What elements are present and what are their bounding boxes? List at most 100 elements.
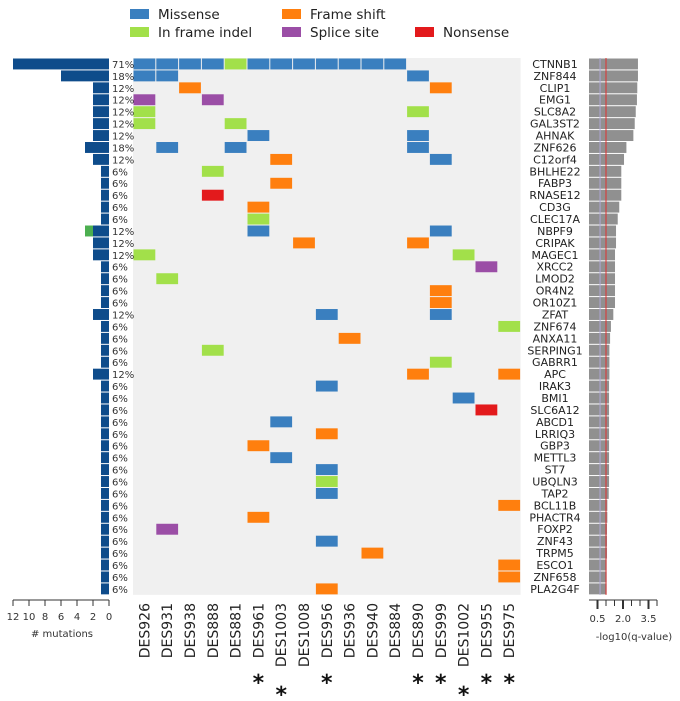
mutation-cell: [407, 368, 429, 380]
mutation-count-bar: [101, 356, 109, 368]
mutation-count-bar: [101, 464, 109, 476]
mutation-count-bar: [93, 225, 109, 237]
percent-label: 18%: [112, 72, 134, 83]
gene-label: APC: [544, 368, 566, 381]
q-value-bar: [589, 571, 607, 583]
mutation-cell: [498, 320, 521, 332]
mutation-count-bar: [101, 416, 109, 428]
mutation-count-bar: [101, 332, 109, 344]
gene-label: SLC6A12: [530, 404, 579, 417]
right-axis-tick-label: 2.0: [615, 614, 631, 625]
left-axis-tick-label: 2: [90, 612, 96, 623]
gene-label: FABP3: [538, 177, 572, 190]
sample-label: DES1008: [297, 603, 313, 667]
left-axis-title: # mutations: [31, 629, 93, 640]
sample-label: DES940: [365, 603, 381, 658]
sample-label: DES1003: [274, 603, 290, 667]
q-value-bar: [589, 380, 610, 392]
mutation-count-bar: [101, 189, 109, 201]
q-value-bar: [589, 344, 610, 356]
mutation-cell: [224, 142, 247, 153]
mutation-count-bar: [101, 547, 109, 559]
mutation-cell: [224, 58, 247, 70]
mutation-count-bar: [101, 177, 109, 189]
gene-label: ZFAT: [542, 308, 569, 321]
mutation-cell: [179, 82, 201, 94]
sample-label: DES936: [343, 603, 359, 658]
mutation-cell: [201, 58, 224, 70]
significance-star: *: [321, 671, 333, 696]
mutation-cell: [429, 225, 452, 237]
mutation-cell: [384, 58, 407, 70]
mutation-cell: [247, 213, 270, 225]
sample-label: DES955: [479, 603, 495, 658]
mutation-cell: [475, 261, 498, 273]
mutation-count-bar: [101, 535, 109, 547]
mutation-cell: [156, 142, 179, 153]
percent-label: 6%: [112, 322, 128, 333]
percent-label: 6%: [112, 346, 128, 357]
mutation-count-bar: [93, 237, 109, 249]
mutation-count-bar: [85, 142, 109, 153]
percent-label: 6%: [112, 477, 128, 488]
gene-label: BHLHE22: [529, 165, 580, 178]
grid-background: [133, 58, 521, 595]
mutation-count-bar: [101, 392, 109, 404]
mutation-cell: [429, 356, 452, 368]
mutation-cell: [133, 70, 156, 82]
q-value-bar: [589, 559, 607, 571]
mutation-cell: [270, 452, 293, 464]
sample-label: DES975: [502, 603, 518, 658]
q-value-bar: [589, 165, 622, 177]
mutation-cell: [407, 142, 429, 153]
q-value-bar: [589, 535, 608, 547]
q-value-bar: [589, 452, 610, 464]
q-value-bar: [589, 213, 618, 225]
significance-star: *: [458, 683, 470, 701]
gene-label: LRRIQ3: [535, 428, 575, 441]
sample-label: DES1002: [457, 603, 473, 667]
mutation-cell: [315, 428, 338, 440]
gene-label: LMOD2: [535, 273, 575, 286]
gene-label: IRAK3: [539, 380, 571, 393]
q-value-bar: [589, 177, 622, 189]
gene-label: ZNF658: [533, 571, 576, 584]
mutation-count-bar: [93, 309, 109, 320]
q-value-bar: [589, 106, 636, 118]
mutation-cell: [293, 58, 315, 70]
percent-label: 6%: [112, 191, 128, 202]
mutation-cell: [407, 237, 429, 249]
percent-label: 12%: [112, 84, 134, 95]
q-value-bar: [589, 440, 610, 452]
percent-label: 6%: [112, 430, 128, 441]
mutation-cell: [315, 464, 338, 476]
legend-label: Splice site: [310, 25, 379, 41]
mutation-count-bar: [93, 249, 109, 261]
percent-label: 6%: [112, 525, 128, 536]
mutation-cell: [247, 440, 270, 452]
left-axis-tick-label: 8: [42, 612, 48, 623]
percent-label: 18%: [112, 143, 134, 154]
mutation-cell: [156, 70, 179, 82]
percent-label: 12%: [112, 155, 134, 166]
gene-label: OR4N2: [536, 285, 575, 298]
gene-label: RNASE12: [529, 189, 580, 202]
gene-label: BMI1: [541, 392, 568, 405]
gene-label: EMG1: [539, 94, 571, 107]
q-value-bar: [589, 392, 610, 404]
q-value-bar: [589, 285, 616, 297]
gene-label: ZNF844: [533, 70, 576, 83]
right-axis-title: -log10(q-value): [596, 632, 672, 643]
gene-label: SERPING1: [527, 344, 582, 357]
gene-label: AHNAK: [536, 130, 576, 143]
gene-label: CLIP1: [540, 82, 571, 95]
sample-label: DES890: [411, 603, 427, 658]
mutation-count-bar: [101, 285, 109, 297]
q-value-bar: [589, 523, 608, 535]
percent-label: 12%: [112, 108, 134, 119]
mutation-cell: [361, 58, 384, 70]
mutation-cell: [429, 153, 452, 165]
mutation-count-bar: [93, 368, 109, 380]
legend-swatch-F: [282, 9, 301, 19]
percent-label: 6%: [112, 573, 128, 584]
